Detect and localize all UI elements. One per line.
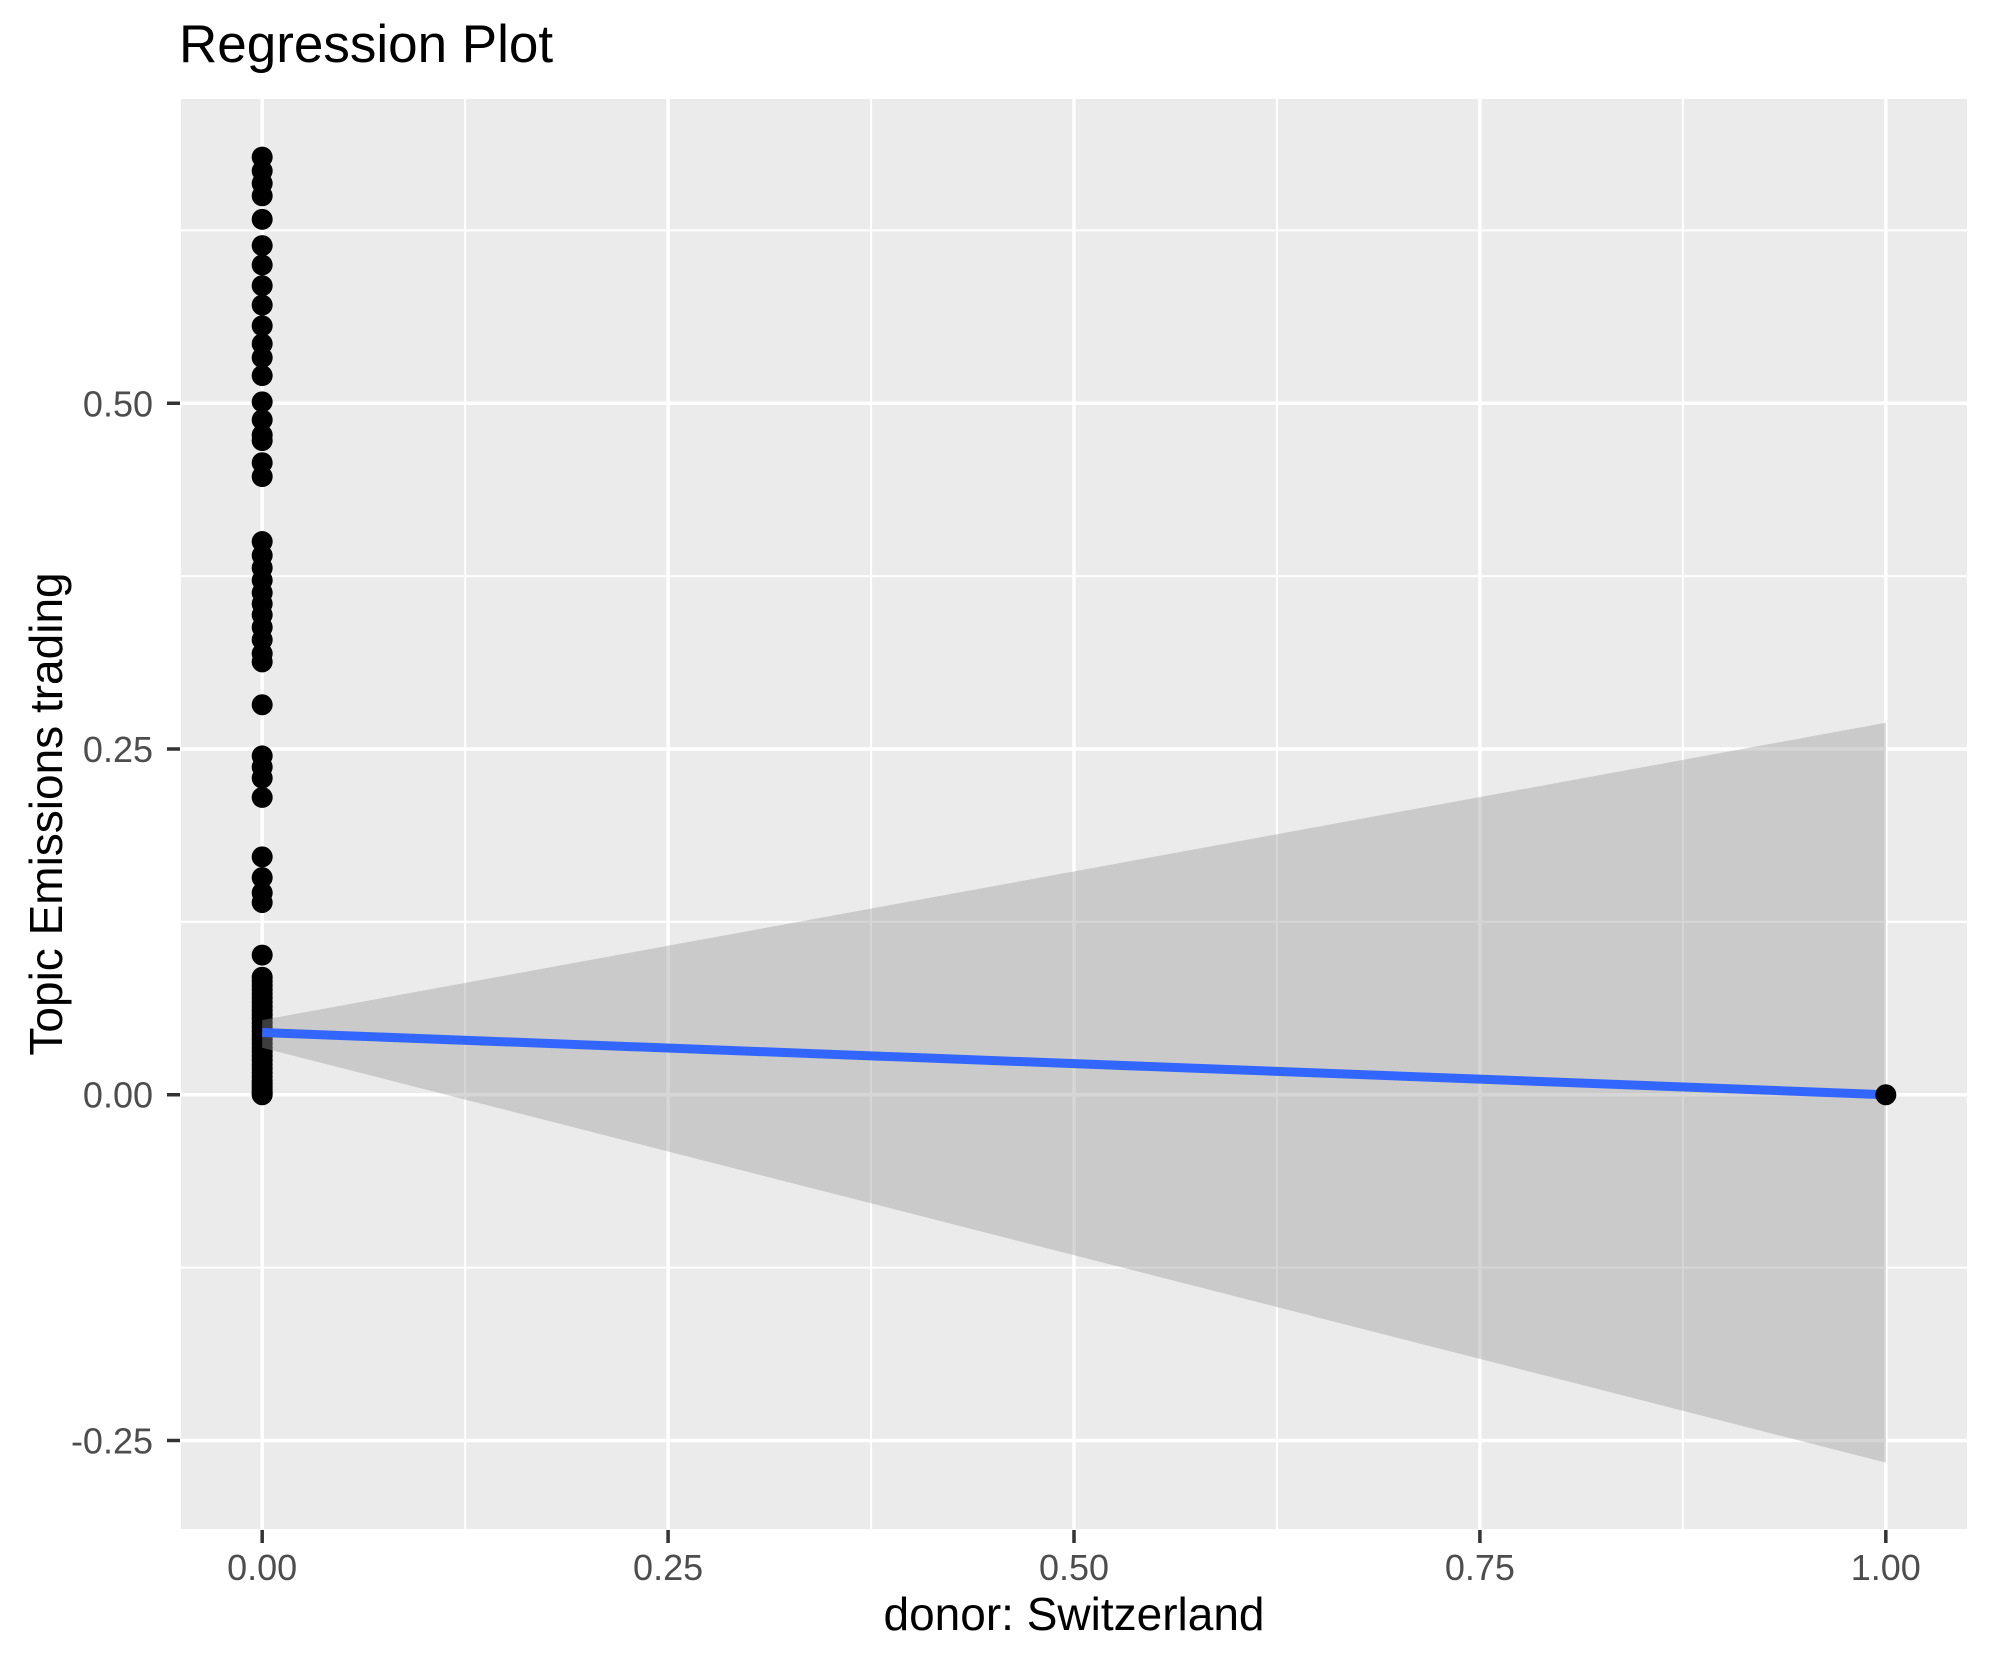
- data-point: [251, 275, 273, 297]
- x-tick-label: 0.75: [1445, 1547, 1515, 1588]
- x-tick-label: 0.50: [1039, 1547, 1109, 1588]
- plot-title: Regression Plot: [179, 15, 553, 74]
- data-point: [251, 409, 273, 431]
- data-point: [251, 315, 273, 337]
- data-point: [251, 651, 273, 673]
- data-point: [1875, 1084, 1897, 1106]
- y-tick-label: 0.50: [83, 383, 153, 424]
- data-point: [251, 430, 273, 452]
- regression-line: [262, 1028, 1886, 1100]
- x-axis-title: donor: Switzerland: [884, 1588, 1265, 1640]
- data-point: [251, 208, 273, 230]
- data-point: [251, 786, 273, 808]
- y-tick-label: -0.25: [71, 1420, 153, 1461]
- chart-layer: 0.00 0.25 0.50 0.75 1.00 -0.25 0.00 0.25 0.50: [71, 99, 1967, 1588]
- x-tick-label: 0.00: [227, 1547, 297, 1588]
- data-point: [251, 846, 273, 868]
- data-point: [251, 1084, 273, 1106]
- confidence-band: [262, 722, 1886, 1463]
- data-point: [251, 767, 273, 789]
- y-tick-label: 0.25: [83, 729, 153, 770]
- data-point: [251, 235, 273, 257]
- data-point: [251, 867, 273, 889]
- data-point: [251, 944, 273, 966]
- x-tick-label: 1.00: [1851, 1547, 1921, 1588]
- y-tick-label: 0.00: [83, 1075, 153, 1116]
- data-point: [251, 391, 273, 413]
- data-point: [251, 892, 273, 914]
- data-point: [251, 466, 273, 488]
- data-point: [251, 694, 273, 716]
- x-tick-label: 0.25: [633, 1547, 703, 1588]
- data-point: [251, 254, 273, 276]
- y-axis-title: Topic Emissions trading: [20, 572, 72, 1055]
- data-point: [251, 294, 273, 316]
- data-point: [251, 347, 273, 369]
- data-point: [251, 365, 273, 387]
- data-point: [251, 185, 273, 207]
